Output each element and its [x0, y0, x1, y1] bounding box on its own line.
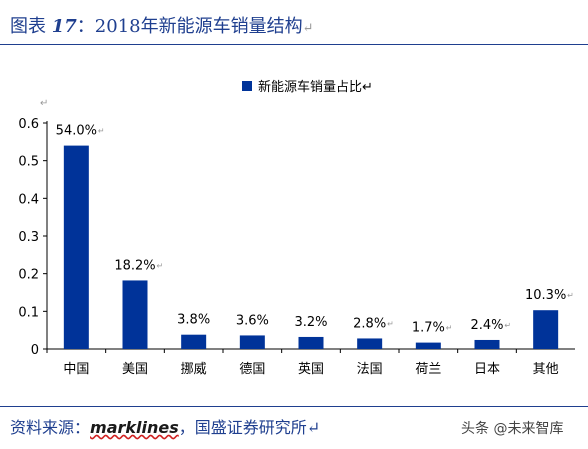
x-tick-label: 中国 [63, 362, 89, 377]
data-label-mark: ↵ [504, 321, 511, 330]
y-tick-label: 0.1 [18, 305, 39, 320]
data-label: 3.6% [236, 313, 269, 328]
data-label: 2.8% [353, 316, 386, 331]
data-label: 10.3% [525, 288, 566, 303]
data-label: 54.0% [56, 124, 97, 139]
data-label: 1.7% [412, 321, 445, 336]
watermark: 头条 @未来智库 [461, 421, 564, 437]
figure-colon: ： [76, 16, 95, 37]
legend-label: 新能源车销量占比↵ [258, 79, 373, 95]
y-tick-label: 0.2 [18, 268, 39, 283]
data-label-mark: ↵ [157, 261, 164, 270]
data-label-mark: ↵ [446, 324, 453, 333]
source-prefix: 资料来源： [10, 418, 91, 437]
data-label: 3.2% [294, 315, 327, 330]
top-divider [0, 44, 588, 45]
bar [181, 334, 207, 349]
bar [415, 342, 441, 349]
source-suffix: ，国盛证券研究所↵ [178, 418, 321, 437]
data-label-mark: ↵ [98, 127, 105, 136]
x-tick-label: 美国 [122, 362, 148, 377]
figure-label: 图表 [10, 16, 46, 37]
y-tick-label: 0.3 [18, 230, 39, 245]
y-tick-label: 0.6 [18, 117, 39, 132]
bar [63, 145, 89, 349]
x-tick-label: 日本 [474, 362, 500, 377]
data-label: 3.8% [177, 313, 210, 328]
figure-title-mark: ↵ [302, 21, 314, 36]
bottom-divider [0, 406, 588, 407]
bar [239, 335, 265, 349]
bar [298, 336, 324, 349]
data-label-mark: ↵ [567, 291, 574, 300]
x-tick-label: 法国 [357, 362, 383, 377]
bar [474, 339, 500, 349]
y-tick-label: 0.4 [18, 192, 39, 207]
data-label: 2.4% [470, 318, 503, 333]
x-tick-label: 挪威 [181, 362, 207, 377]
x-tick-label: 其他 [533, 362, 559, 377]
y-tick-label: 0 [31, 343, 39, 358]
paragraph-mark: ↵ [40, 98, 49, 109]
x-tick-label: 德国 [239, 362, 265, 377]
source-note: 资料来源：marklines，国盛证券研究所↵ [10, 414, 320, 438]
y-tick-label: 0.5 [18, 155, 39, 170]
legend-swatch [242, 81, 252, 91]
figure-number: 17 [51, 16, 77, 37]
x-tick-label: 荷兰 [415, 362, 441, 377]
source-brand: marklines [90, 418, 179, 437]
figure-title-text: 2018年新能源车销量结构 [94, 16, 303, 37]
x-tick-label: 英国 [298, 362, 324, 377]
bar [533, 310, 559, 349]
data-label-mark: ↵ [387, 319, 394, 328]
data-label: 18.2% [114, 258, 155, 273]
bar [357, 338, 383, 349]
bar [122, 280, 148, 349]
figure-title: 图表 17：2018年新能源车销量结构↵ [10, 12, 314, 38]
